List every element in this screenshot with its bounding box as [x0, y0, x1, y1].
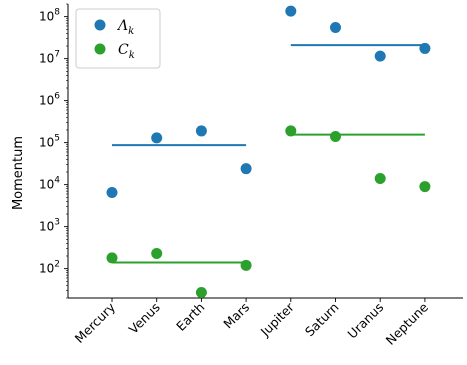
- point-C-mars: [240, 259, 252, 271]
- x-tick-label-saturn: Saturn: [302, 300, 342, 340]
- mean-lines: [112, 44, 425, 264]
- y-tick-label: 108: [39, 8, 60, 24]
- data-points: [106, 5, 431, 299]
- y-tick-label: 104: [39, 176, 60, 192]
- point-C-saturn: [330, 131, 341, 143]
- legend-marker: [94, 43, 106, 55]
- point-Λ-mars: [240, 163, 252, 175]
- point-C-mercury: [106, 252, 118, 264]
- legend-label: Λk: [116, 18, 134, 37]
- point-Λ-uranus: [374, 50, 386, 62]
- y-tick-label: 106: [39, 92, 60, 108]
- y-tick-label: 102: [39, 260, 60, 276]
- legend-marker: [94, 19, 106, 31]
- point-Λ-mercury: [106, 187, 118, 199]
- point-Λ-venus: [151, 132, 163, 144]
- y-tick-label: 105: [39, 134, 60, 150]
- point-Λ-earth: [195, 125, 207, 137]
- legend-label: Ck: [118, 42, 135, 61]
- point-C-neptune: [419, 181, 431, 193]
- y-tick-label: 103: [39, 218, 60, 234]
- x-tick-label-jupiter: Jupiter: [257, 299, 298, 340]
- legend: Λk Ck: [75, 8, 161, 69]
- x-tick-label-neptune: Neptune: [383, 299, 432, 348]
- y-axis: 102 103 104 105 106 107 108: [39, 3, 68, 299]
- x-axis: Mercury Venus Earth Mars Jupiter Saturn Uranus…: [72, 298, 432, 348]
- x-tick-label-mercury: Mercury: [72, 299, 119, 346]
- point-Λ-jupiter: [285, 5, 297, 17]
- y-tick-label: 107: [39, 50, 60, 66]
- x-tick-label-earth: Earth: [173, 300, 207, 334]
- point-Λ-neptune: [419, 42, 431, 54]
- x-tick-label-mars: Mars: [220, 300, 252, 332]
- point-C-venus: [151, 247, 163, 259]
- plot-frame: [67, 4, 463, 299]
- point-C-jupiter: [285, 125, 297, 137]
- y-axis-title: Momentum: [11, 136, 26, 210]
- point-Λ-saturn: [330, 22, 341, 34]
- x-tick-label-uranus: Uranus: [344, 300, 386, 342]
- point-C-uranus: [374, 173, 386, 185]
- point-C-earth: [195, 287, 207, 299]
- x-tick-label-venus: Venus: [126, 300, 163, 337]
